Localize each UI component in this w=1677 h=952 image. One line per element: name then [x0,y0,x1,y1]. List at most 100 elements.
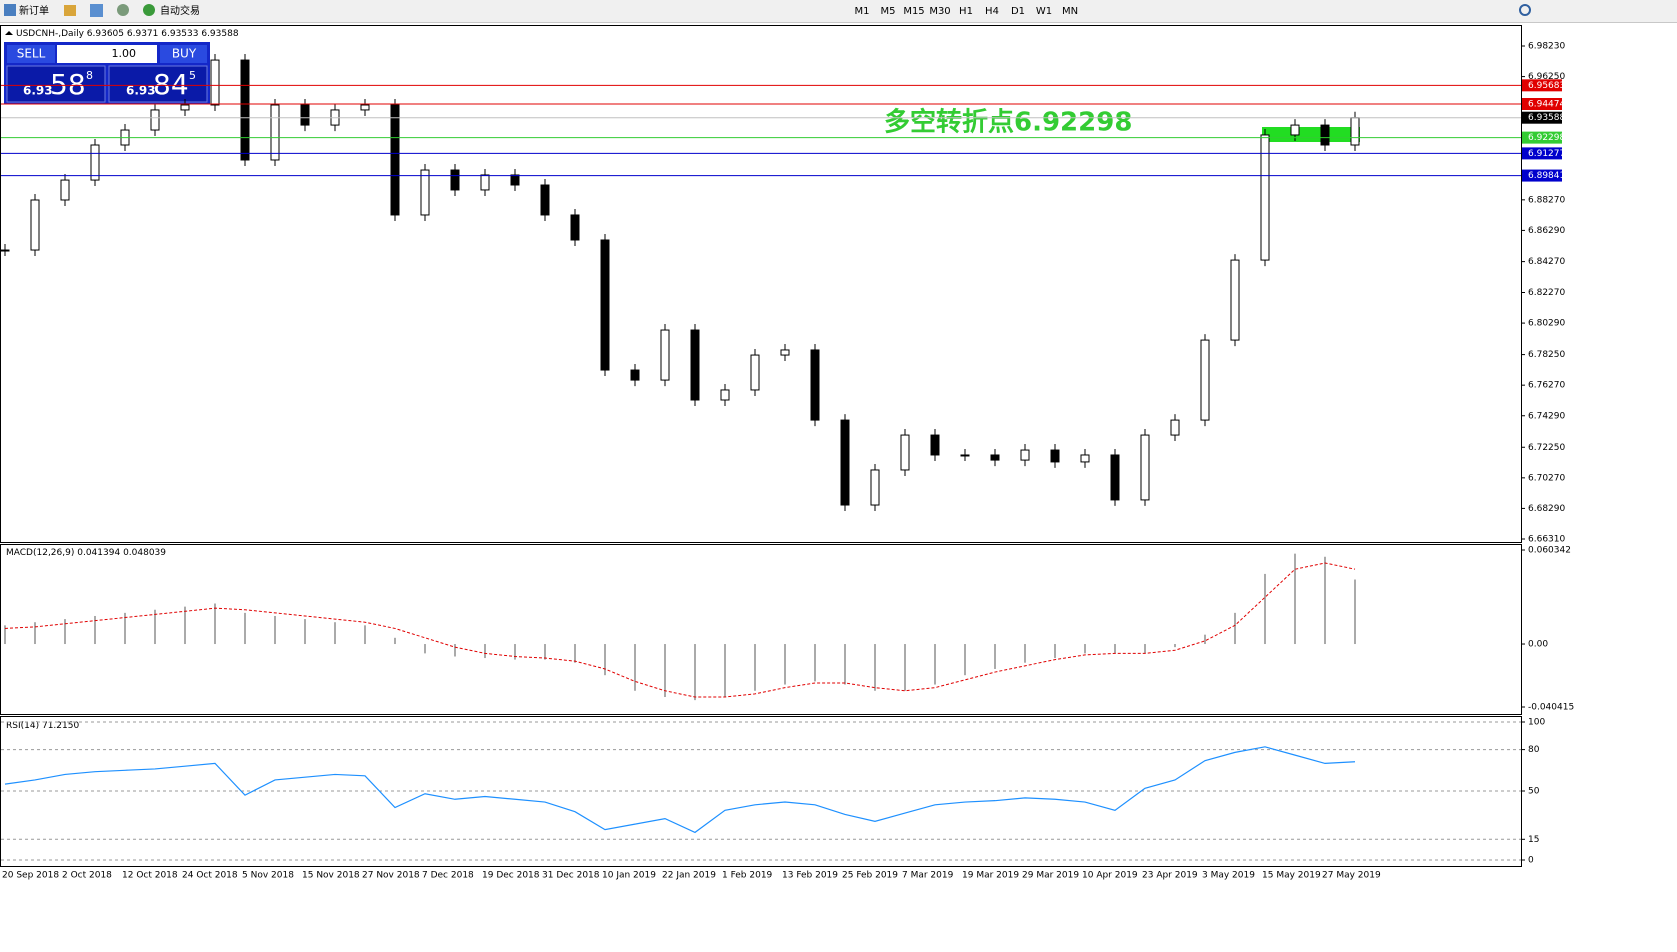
new-order[interactable]: 新订单 [19,4,49,17]
candle [1230,259,1240,341]
macd-bar [364,625,366,645]
macd-bar [634,644,636,691]
candle [540,184,550,216]
x-tick-label: 19 Dec 2018 [482,871,540,881]
buy-price-pips[interactable]: 84 [153,68,189,101]
macd-bar [1204,634,1206,645]
x-tick-label: 2 Oct 2018 [62,871,112,881]
macd-bar [154,609,156,645]
zone-rect [1262,127,1360,142]
price-label-bg [1522,131,1562,144]
candle [1080,454,1090,463]
candle [270,104,280,161]
y-tick-label: 6.84270 [1528,257,1565,267]
macd-bar [844,644,846,685]
macd-bar [1294,553,1296,645]
macd-bar [874,644,876,691]
y-tick-label: 80 [1528,745,1540,755]
sell-price-big[interactable]: 6.93 [23,84,53,98]
macd-bar [94,615,96,645]
macd-bar [544,644,546,660]
macd-bar [604,644,606,676]
lots[interactable]: 1.00 [112,47,137,60]
rsi-header: RSI(14) 71.2150 [6,721,79,731]
macd-panel [0,544,1522,715]
x-tick-label: 3 May 2019 [1202,871,1255,881]
price-label: 6.92298 [1528,133,1565,143]
candle [690,329,700,401]
new-order-icon[interactable] [4,4,16,16]
price-label: 6.95683 [1528,81,1565,91]
candle [450,169,460,191]
timeframe[interactable]: M5 [881,6,896,17]
sell-price-pips[interactable]: 58 [50,68,86,101]
candle [0,249,10,252]
macd-bar [784,644,786,685]
macd-bar [1144,644,1146,654]
y-tick-label: 100 [1528,718,1545,728]
candle [210,59,220,106]
macd-bar [124,612,126,645]
sell-price-frac[interactable]: 8 [86,69,93,82]
macd-bar [964,644,966,676]
timeframe[interactable]: W1 [1036,6,1052,17]
y-tick-label: 6.76270 [1528,381,1565,391]
macd-bar [244,612,246,645]
macd-bar [694,644,696,701]
macd-bar [904,644,906,691]
rsi-value: 71.2150 [42,721,79,731]
macd-bar [454,644,456,657]
main-panel [0,25,1522,543]
buy-label[interactable]: BUY [172,47,197,61]
x-tick-label: 27 Nov 2018 [362,871,420,881]
tool-icon[interactable] [90,4,103,17]
timeframe[interactable]: M15 [903,6,924,17]
price-label-bg [1522,98,1562,111]
auto-trading-icon[interactable] [143,4,155,16]
macd-bar [394,637,396,645]
collapse-icon[interactable] [5,31,13,35]
candle [1110,454,1120,501]
candle [1140,434,1150,501]
candle [480,174,490,191]
macd-bar [334,622,336,645]
buy-button[interactable] [160,45,207,63]
price-label: 6.89841 [1528,171,1565,181]
candle [90,144,100,181]
buy-price-big[interactable]: 6.93 [126,84,156,98]
lots-input[interactable] [57,45,157,63]
timeframe[interactable]: H4 [985,6,999,17]
timeframe[interactable]: MN [1062,6,1078,17]
y-tick-label: 6.70270 [1528,473,1565,483]
candle [180,104,190,111]
candle [1020,449,1030,461]
x-tick-label: 7 Mar 2019 [902,871,954,881]
candle [1050,449,1060,463]
y-tick-label: 15 [1528,835,1539,845]
sell-button[interactable] [7,45,55,63]
price-label: 6.94474 [1528,100,1565,110]
y-tick-label: 0.060342 [1528,546,1571,556]
search[interactable] [1519,4,1531,16]
timeframe[interactable]: H1 [959,6,973,17]
candle [360,104,370,111]
timeframe[interactable]: M30 [929,6,950,17]
buy-price-box[interactable] [108,65,208,103]
buy-price-frac[interactable]: 5 [189,69,196,82]
sell-price-box[interactable] [6,65,106,103]
auto-trading[interactable]: 自动交易 [160,4,200,17]
macd-bar [724,644,726,698]
timeframe[interactable]: M1 [855,6,870,17]
sell-label[interactable]: SELL [17,47,46,61]
tool-icon[interactable] [64,5,76,16]
x-tick-label: 15 May 2019 [1262,871,1321,881]
timeframe[interactable]: D1 [1011,6,1025,17]
candle [1320,124,1330,146]
macd-bar [1354,579,1356,645]
tool-icon[interactable] [117,4,129,16]
macd-bar [754,644,756,691]
x-tick-label: 15 Nov 2018 [302,871,360,881]
candle [510,174,520,186]
